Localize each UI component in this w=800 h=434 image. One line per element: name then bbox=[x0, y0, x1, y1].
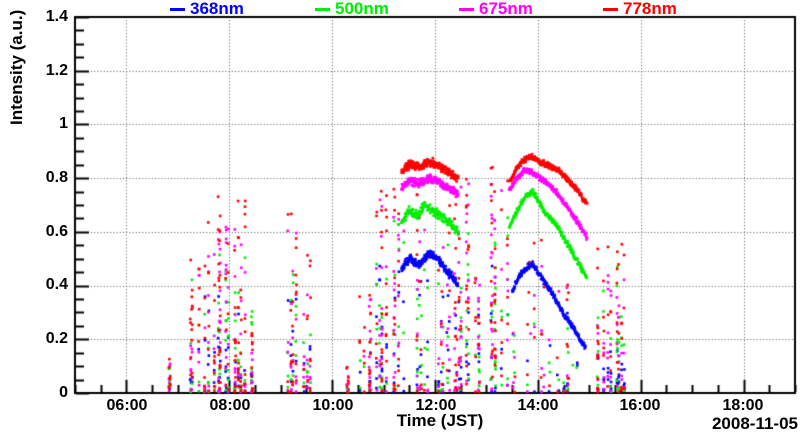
x-tick-label-1600: 16:00 bbox=[619, 397, 661, 414]
x-tick-label-0800: 08:00 bbox=[209, 397, 251, 414]
y-axis-title: Intensity (a.u.) bbox=[7, 9, 26, 125]
y-tick-label-0: 0 bbox=[59, 384, 68, 401]
x-tick-label-1000: 10:00 bbox=[312, 397, 354, 414]
legend-item-778nm: 778nm bbox=[603, 0, 677, 18]
date-annotation: 2008-11-05 bbox=[711, 414, 798, 433]
legend-dash-500nm bbox=[315, 7, 330, 11]
legend-label-500nm: 500nm bbox=[335, 0, 389, 18]
y-tick-label-0-4: 0.4 bbox=[45, 276, 68, 293]
y-tick-label-1: 1 bbox=[59, 115, 68, 132]
legend-dash-675nm bbox=[459, 7, 474, 11]
x-tick-label-1800: 18:00 bbox=[722, 397, 764, 414]
legend-item-500nm: 500nm bbox=[315, 0, 389, 18]
legend-item-368nm: 368nm bbox=[170, 0, 244, 18]
legend-label-675nm: 675nm bbox=[479, 0, 533, 18]
legend-label-368nm: 368nm bbox=[190, 0, 244, 18]
y-tick-label-1-2: 1.2 bbox=[45, 62, 68, 79]
legend-dash-368nm bbox=[170, 7, 185, 11]
x-tick-label-0600: 06:00 bbox=[106, 397, 148, 414]
y-tick-label-0-2: 0.2 bbox=[45, 330, 68, 347]
legend-dash-778nm bbox=[603, 7, 618, 11]
x-axis-title: Time (JST) bbox=[396, 411, 484, 430]
y-tick-label-0-6: 0.6 bbox=[45, 223, 68, 240]
x-tick-label-1200: 12:00 bbox=[415, 397, 457, 414]
y-tick-label-0-8: 0.8 bbox=[45, 169, 68, 186]
legend-label-778nm: 778nm bbox=[623, 0, 677, 18]
legend-item-675nm: 675nm bbox=[459, 0, 533, 18]
x-tick-label-1400: 14:00 bbox=[517, 397, 559, 414]
y-tick-label-1-4: 1.4 bbox=[45, 8, 68, 25]
